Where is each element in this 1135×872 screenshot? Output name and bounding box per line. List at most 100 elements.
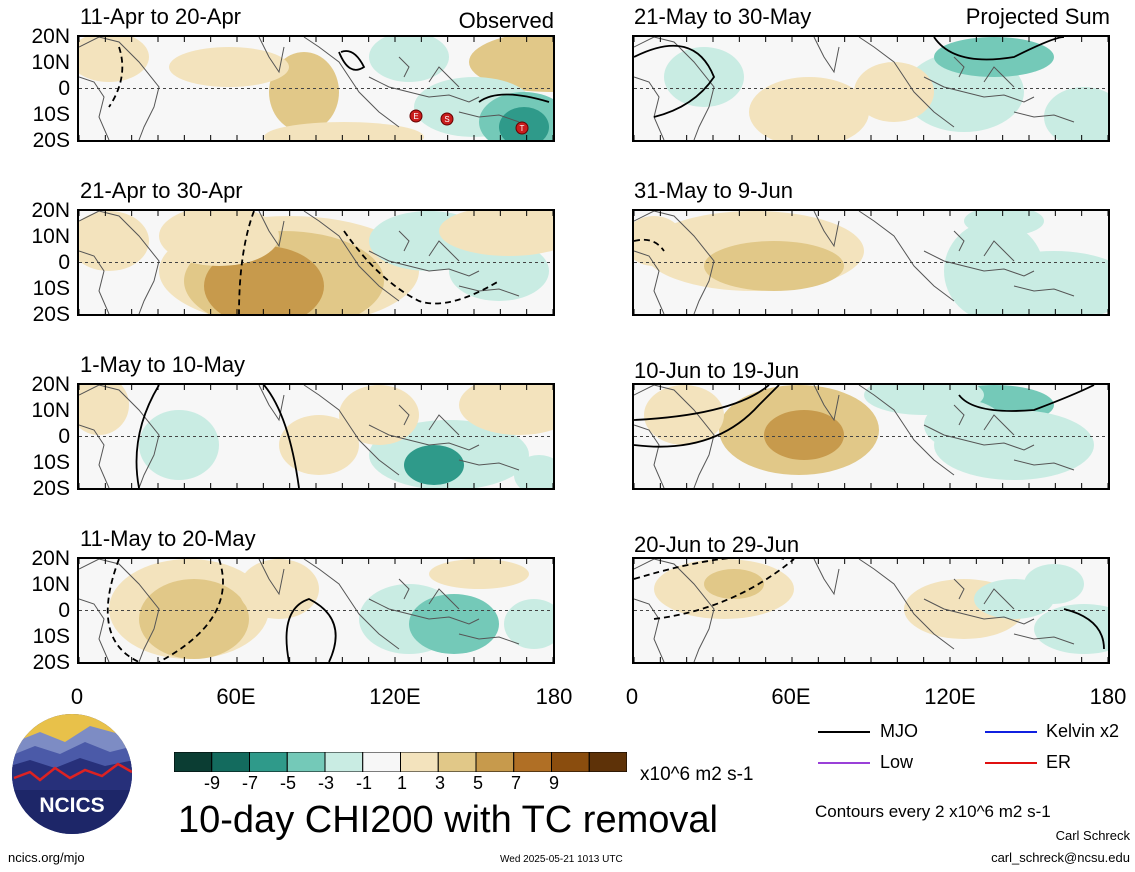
map-panel-projected-3 (632, 383, 1110, 490)
coastline (368, 76, 480, 103)
mjo-contour (634, 238, 665, 252)
coastline (634, 76, 665, 140)
colorbar-tick: -9 (203, 773, 220, 793)
coastline (983, 240, 1015, 262)
anomaly-region (664, 47, 744, 107)
lon-label: 180 (535, 684, 573, 709)
coastline (953, 56, 965, 78)
anomaly-region (79, 385, 129, 435)
anomaly-region (864, 385, 984, 415)
colorbar-swatch (513, 751, 552, 773)
colorbar-tick: 9 (548, 773, 559, 793)
coastline (303, 559, 400, 650)
legend-line-low (818, 762, 870, 764)
coastline (923, 598, 1035, 625)
timestamp: Wed 2025-05-21 1013 UTC (500, 854, 623, 865)
coastline (634, 211, 715, 314)
anomaly-region (369, 37, 449, 82)
coastline (428, 240, 460, 262)
lat-label: 20N (31, 547, 70, 570)
colorbar-swatch (286, 751, 326, 773)
coastline (634, 559, 715, 662)
colorbar-tick: 7 (510, 773, 521, 793)
lat-label: 10S (32, 277, 70, 300)
map-panel-projected-1 (632, 35, 1110, 142)
tc-marker: T (515, 121, 529, 135)
coastline (368, 424, 480, 451)
anomaly-region (79, 211, 149, 271)
coastline (813, 211, 840, 248)
observed-label: Observed (458, 8, 554, 33)
coastline (1013, 111, 1075, 123)
coastline (258, 211, 285, 248)
lon-label: 120E (924, 684, 976, 709)
mjo-contour (108, 46, 124, 108)
tc-marker: E (409, 109, 423, 123)
colorbar-swatch (475, 751, 515, 773)
lat-label: 0 (58, 599, 70, 622)
legend-line-er (985, 762, 1037, 764)
map-panel-observed-2 (77, 209, 555, 316)
coastline (398, 578, 410, 600)
anomaly-region (854, 62, 934, 122)
coastline (303, 37, 400, 128)
colorbar-swatch (400, 751, 439, 773)
lat-label: 10S (32, 625, 70, 648)
anomaly-region (339, 385, 419, 445)
mjo-contour (106, 559, 140, 662)
svg-text:E: E (413, 112, 418, 121)
author-email[interactable]: carl_schreck@ncsu.edu (991, 850, 1130, 865)
anomaly-region (139, 579, 249, 659)
colorbar-tick: 5 (472, 773, 483, 793)
colorbar-swatch (324, 751, 364, 773)
legend-line-kelvin (985, 731, 1037, 733)
coastline (953, 404, 965, 426)
lon-label: 60E (216, 684, 256, 709)
coastline (458, 633, 520, 645)
map-panel-observed-1: E S T (77, 35, 555, 142)
coastline (458, 111, 520, 123)
colorbar-tick: 1 (396, 773, 407, 793)
coastline (258, 37, 285, 74)
coastline (634, 385, 715, 488)
panel-title-4: 11-May to 20-May (80, 526, 256, 551)
coastline (79, 211, 160, 314)
panel-title-8: 20-Jun to 29-Jun (634, 532, 800, 557)
panel-title-7: 10-Jun to 19-Jun (634, 358, 800, 383)
lat-label: 0 (58, 425, 70, 448)
anomaly-region (764, 410, 844, 460)
coastline (923, 76, 1035, 103)
anomaly-region (704, 569, 764, 599)
lat-label: 10S (32, 103, 70, 126)
lat-label: 0 (58, 77, 70, 100)
map-panel-projected-4 (632, 557, 1110, 664)
tc-marker: S (440, 112, 454, 126)
legend-line-mjo (818, 731, 870, 733)
coastline (79, 424, 110, 488)
lat-label: 10N (31, 573, 70, 596)
coastline (79, 598, 110, 662)
anomaly-region (704, 241, 844, 291)
map-panel-observed-4 (77, 557, 555, 664)
lon-label: 120E (369, 684, 421, 709)
coastline (303, 211, 400, 302)
lat-label: 10N (31, 225, 70, 248)
anomaly-region (934, 37, 1054, 77)
coastline (634, 424, 665, 488)
coastline (858, 211, 955, 302)
lat-label: 20N (31, 25, 70, 48)
coastline (813, 37, 840, 74)
lon-label: 0 (625, 684, 639, 709)
mjo-contour (958, 385, 1095, 412)
panel-title-2: 21-Apr to 30-Apr (80, 178, 243, 203)
site-url[interactable]: ncics.org/mjo (8, 850, 85, 865)
coastline (79, 76, 110, 140)
mjo-contour (238, 211, 255, 314)
anomaly-region (79, 37, 149, 82)
mjo-contour (634, 385, 780, 448)
anomaly-region (404, 445, 464, 485)
coastline (923, 250, 1035, 277)
anomaly-region (1024, 564, 1084, 604)
anomaly-region (1034, 604, 1108, 654)
ncics-logo: NCICS (10, 712, 134, 836)
